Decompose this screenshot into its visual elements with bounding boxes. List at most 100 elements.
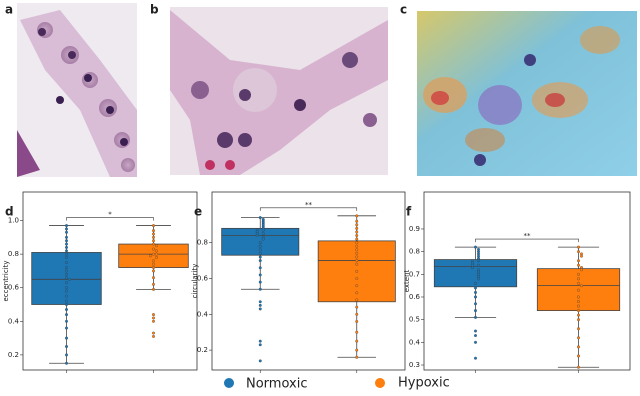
y-axis-label: eccentricity [2,261,10,302]
swarm-point [155,249,158,253]
swarm-point [474,295,477,299]
swarm-point [258,248,262,252]
axes-frame [211,191,406,371]
y-tick-label: 0.6 [8,284,20,292]
swarm-point [65,242,68,246]
panel-label: f [406,205,412,219]
significance-label: ** [305,201,313,209]
swarm-point [474,315,477,319]
swarm-point [355,291,359,295]
swarm-point [577,300,580,303]
swarm-point [258,259,262,263]
swarm-point [474,309,477,313]
swarm-point [152,235,155,239]
swarm-point [258,280,262,284]
swarm-point [355,223,359,227]
swarm-point [152,262,155,266]
swarm-point [355,248,359,252]
swarm-point [355,305,359,309]
y-tick-label: 0.8 [197,239,208,247]
swarm-point [65,266,68,270]
y-tick-label: 0.4 [8,317,20,325]
swarm-point [355,259,359,263]
swarm-point [577,259,580,263]
swarm-point [355,230,359,234]
swarm-point [152,252,155,256]
swarm-point [65,261,68,264]
swarm-point [65,230,68,234]
swarm-point [474,281,477,285]
swarm-point [65,303,68,306]
swarm-point [474,340,477,344]
legend-marker [375,378,385,388]
swarm-point [355,330,359,334]
swarm-point [258,300,262,304]
swarm-point [65,227,68,231]
y-tick-label: 1.0 [8,217,19,225]
swarm-point [152,313,155,317]
swarm-point [474,291,477,294]
swarm-point [580,268,583,272]
swarm-point [255,234,259,237]
swarm-point [261,237,265,241]
panel-label: d [5,205,14,219]
swarm-point [577,336,580,340]
swarm-point [355,277,359,280]
y-tick-label: 0.2 [8,351,19,359]
swarm-point [152,224,155,228]
swarm-point [577,318,580,322]
swarm-point [355,237,359,241]
swarm-point [580,254,583,258]
swarm-point [65,256,68,259]
swarm-point [258,241,262,245]
swarm-point [152,239,155,243]
swarm-point [65,326,68,330]
swarm-point [577,304,580,308]
swarm-point [577,309,580,313]
swarm-point [577,245,580,249]
swarm-point [258,343,262,347]
swarm-point [68,277,71,281]
swarm-point [577,365,580,369]
swarm-point [474,245,477,249]
swarm-point [258,359,262,363]
swarm-point [258,255,262,259]
panel-label: a [5,3,13,17]
swarm-point [152,282,155,286]
swarm-point [258,303,262,307]
swarm-point [65,286,68,290]
axes-frame [423,191,631,371]
swarm-point [65,319,68,323]
swarm-point [355,298,359,302]
swarm-point [258,251,262,255]
swarm-point [65,235,68,239]
swarm-point [65,361,68,365]
y-axis-label: extent [403,269,411,292]
panel-label: c [400,3,407,17]
y-axis-label: circularity [191,264,199,299]
swarm-point [577,354,580,358]
swarm-point [65,299,68,303]
swarm-point [577,345,580,349]
swarm-point [155,244,158,248]
swarm-point [65,294,68,298]
y-tick-label: 0.3 [409,361,420,369]
swarm-point [152,276,155,280]
swarm-point [258,307,262,311]
swarm-point [355,251,359,255]
swarm-point [155,256,158,259]
swarm-point [580,284,583,288]
swarm-point [65,345,68,348]
swarm-point [152,242,155,246]
swarm-point [65,245,68,249]
swarm-point [355,219,359,223]
y-tick-label: 0.5 [409,316,420,324]
swarm-point [65,269,68,273]
swarm-point [355,214,359,218]
swarm-point [474,334,477,337]
swarm-point [65,272,68,276]
swarm-point [65,224,68,228]
swarm-point [152,269,155,273]
y-tick-label: 0.9 [409,225,420,233]
swarm-point [65,252,68,256]
